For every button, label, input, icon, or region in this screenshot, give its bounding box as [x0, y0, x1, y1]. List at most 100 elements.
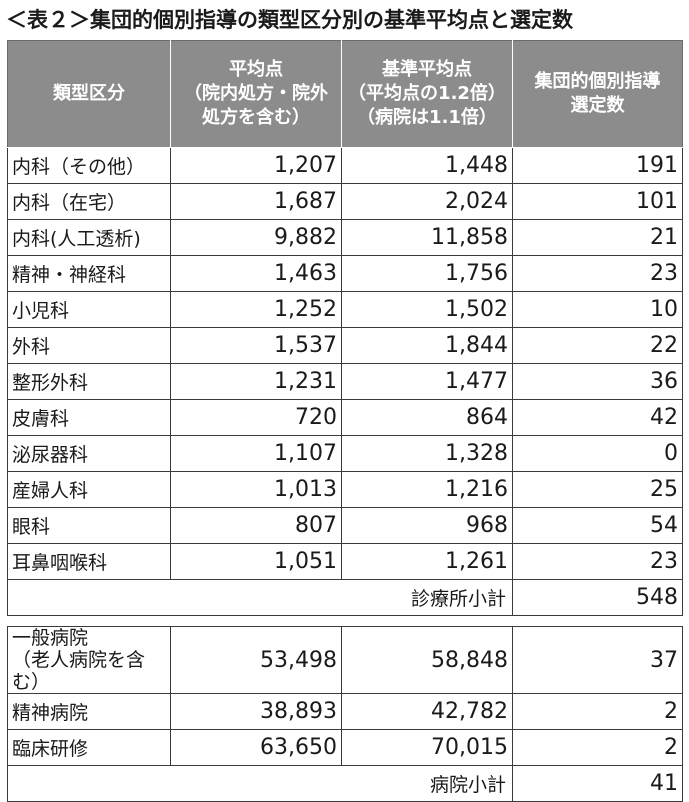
category-line: 一般病院	[12, 627, 89, 649]
base-cell: 1,477	[341, 363, 513, 400]
header-base-line: （平均点の1.2倍）	[348, 83, 506, 104]
header-row: 類型区分 平均点 （院内処方・院外 処方を含む） 基準平均点 （平均点の1.2倍…	[7, 40, 683, 148]
category-cell: 皮膚科	[7, 399, 171, 436]
category-cell: 内科(人工透析)	[7, 219, 171, 256]
average-cell: 807	[170, 507, 342, 544]
count-cell: 54	[512, 507, 683, 544]
count-cell: 23	[512, 255, 683, 292]
average-cell: 9,882	[170, 219, 342, 256]
category-note: （老人病院を含む）	[12, 649, 146, 693]
average-cell: 38,893	[170, 693, 342, 730]
category-cell: 内科（その他）	[7, 147, 171, 184]
table-row: 精神・神経科 1,463 1,756 23	[7, 255, 683, 292]
category-cell: 小児科	[7, 291, 171, 328]
header-base-line: 基準平均点	[382, 59, 472, 80]
base-cell: 1,261	[341, 543, 513, 580]
average-cell: 1,252	[170, 291, 342, 328]
table-row: 内科(人工透析) 9,882 11,858 21	[7, 219, 683, 256]
count-cell: 10	[512, 291, 683, 328]
category-cell: 一般病院 （老人病院を含む）	[7, 626, 171, 694]
count-cell: 36	[512, 363, 683, 400]
header-selection-count: 集団的個別指導 選定数	[512, 40, 683, 148]
average-cell: 1,051	[170, 543, 342, 580]
base-cell: 1,448	[341, 147, 513, 184]
category-cell: 眼科	[7, 507, 171, 544]
count-cell: 2	[512, 693, 683, 730]
header-count-line: 選定数	[570, 95, 625, 116]
count-cell: 22	[512, 327, 683, 364]
average-cell: 53,498	[170, 626, 342, 694]
count-cell: 23	[512, 543, 683, 580]
base-cell: 1,216	[341, 471, 513, 508]
average-cell: 63,650	[170, 729, 342, 766]
table-row: 眼科 807 968 54	[7, 507, 683, 544]
table-row: 精神病院 38,893 42,782 2	[7, 693, 683, 730]
header-average-line: 処方を含む）	[202, 107, 310, 128]
count-cell: 2	[512, 729, 683, 766]
hospital-subtotal-count: 41	[512, 765, 683, 802]
count-cell: 0	[512, 435, 683, 472]
base-cell: 864	[341, 399, 513, 436]
header-category: 類型区分	[7, 40, 171, 148]
clinic-subtotal-count: 548	[512, 579, 683, 616]
average-cell: 1,107	[170, 435, 342, 472]
clinic-subtotal-row: 診療所小計 548	[7, 579, 683, 616]
base-cell: 1,328	[341, 435, 513, 472]
category-cell: 泌尿器科	[7, 435, 171, 472]
base-cell: 11,858	[341, 219, 513, 256]
header-average-line: 平均点	[229, 59, 283, 80]
category-cell: 産婦人科	[7, 471, 171, 508]
header-average-line: （院内処方・院外	[184, 83, 328, 104]
category-cell: 外科	[7, 327, 171, 364]
table-title: ＜表２＞集団的個別指導の類型区分別の基準平均点と選定数	[6, 8, 573, 32]
table-row: 臨床研修 63,650 70,015 2	[7, 729, 683, 766]
count-cell: 25	[512, 471, 683, 508]
table-row: 皮膚科 720 864 42	[7, 399, 683, 436]
base-cell: 70,015	[341, 729, 513, 766]
section-gap	[7, 615, 683, 627]
table-row: 一般病院 （老人病院を含む） 53,498 58,848 37	[7, 626, 683, 694]
header-average: 平均点 （院内処方・院外 処方を含む）	[170, 40, 342, 148]
base-cell: 1,756	[341, 255, 513, 292]
count-cell: 101	[512, 183, 683, 220]
table-row: 小児科 1,252 1,502 10	[7, 291, 683, 328]
average-cell: 1,013	[170, 471, 342, 508]
table-row: 耳鼻咽喉科 1,051 1,261 23	[7, 543, 683, 580]
table-row: 泌尿器科 1,107 1,328 0	[7, 435, 683, 472]
header-count-line: 集団的個別指導	[534, 71, 661, 92]
hospital-subtotal-row: 病院小計 41	[7, 765, 683, 802]
average-cell: 1,207	[170, 147, 342, 184]
average-cell: 1,231	[170, 363, 342, 400]
average-cell: 1,537	[170, 327, 342, 364]
table-row: 産婦人科 1,013 1,216 25	[7, 471, 683, 508]
count-cell: 21	[512, 219, 683, 256]
base-cell: 1,502	[341, 291, 513, 328]
base-cell: 968	[341, 507, 513, 544]
category-cell: 精神・神経科	[7, 255, 171, 292]
table-row: 内科（その他） 1,207 1,448 191	[7, 147, 683, 184]
clinic-subtotal-label: 診療所小計	[7, 579, 513, 616]
average-cell: 720	[170, 399, 342, 436]
gap-cell	[7, 615, 683, 627]
category-cell: 精神病院	[7, 693, 171, 730]
average-cell: 1,687	[170, 183, 342, 220]
header-base-average: 基準平均点 （平均点の1.2倍） （病院は1.1倍）	[341, 40, 513, 148]
average-cell: 1,463	[170, 255, 342, 292]
category-cell: 整形外科	[7, 363, 171, 400]
count-cell: 42	[512, 399, 683, 436]
table-row: 外科 1,537 1,844 22	[7, 327, 683, 364]
header-base-line: （病院は1.1倍）	[357, 107, 497, 128]
selection-table: 類型区分 平均点 （院内処方・院外 処方を含む） 基準平均点 （平均点の1.2倍…	[7, 40, 683, 802]
base-cell: 58,848	[341, 626, 513, 694]
count-cell: 191	[512, 147, 683, 184]
base-cell: 1,844	[341, 327, 513, 364]
table-row: 整形外科 1,231 1,477 36	[7, 363, 683, 400]
table-row: 内科（在宅） 1,687 2,024 101	[7, 183, 683, 220]
base-cell: 2,024	[341, 183, 513, 220]
base-cell: 42,782	[341, 693, 513, 730]
category-cell: 臨床研修	[7, 729, 171, 766]
category-cell: 耳鼻咽喉科	[7, 543, 171, 580]
category-cell: 内科（在宅）	[7, 183, 171, 220]
hospital-subtotal-label: 病院小計	[7, 765, 513, 802]
count-cell: 37	[512, 626, 683, 694]
